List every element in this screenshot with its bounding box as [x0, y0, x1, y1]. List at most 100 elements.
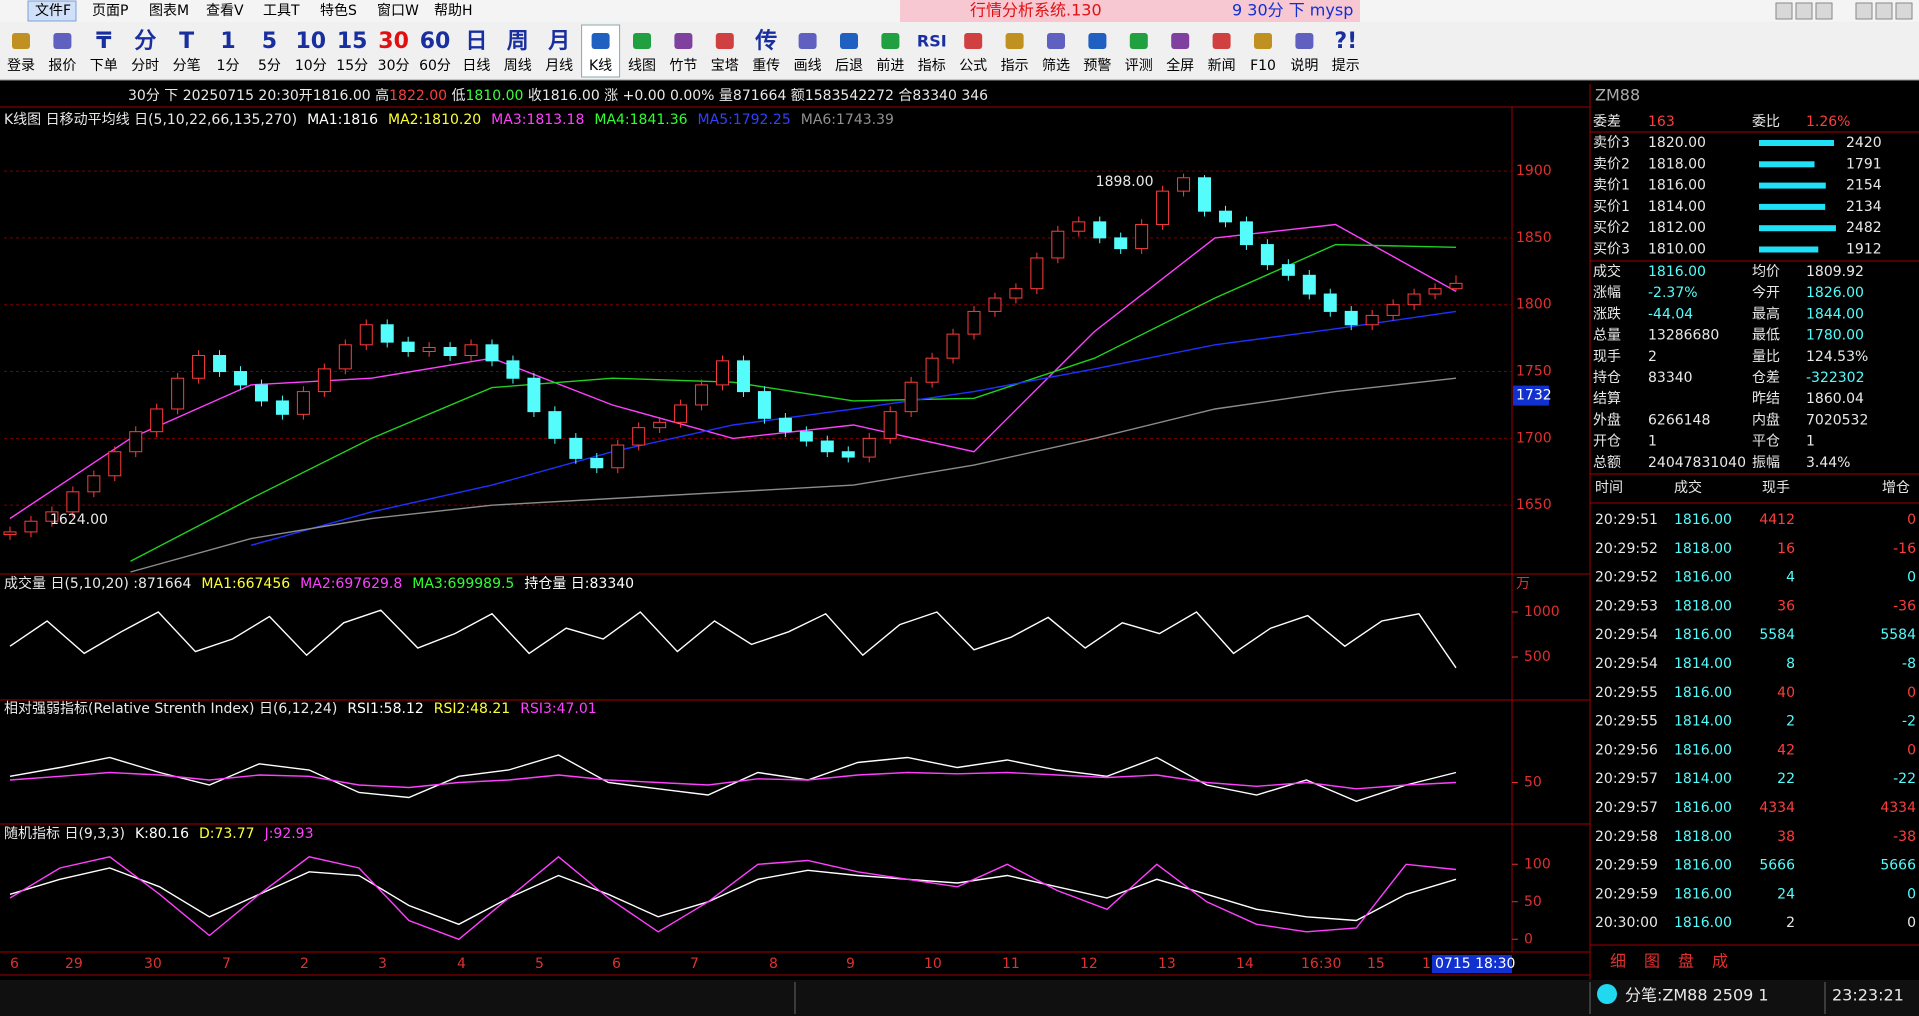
toolbar-button[interactable]: T 分笔 [173, 29, 201, 74]
window-button[interactable] [1895, 2, 1913, 20]
candle-body [632, 427, 646, 446]
toolbar-button[interactable]: 宝塔 [711, 33, 739, 74]
toolbar-icon [1295, 33, 1314, 49]
toolbar-icon [964, 33, 983, 49]
toolbar-button[interactable]: 报价 [48, 33, 76, 74]
toolbar-button[interactable]: 登录 [7, 33, 35, 74]
toolbar-label[interactable]: 公式 [959, 58, 987, 74]
toolbar-button[interactable]: 说明 [1290, 33, 1318, 74]
toolbar-label[interactable]: 后退 [835, 58, 863, 74]
toolbar-icon [1005, 33, 1024, 49]
window-button[interactable] [1815, 2, 1833, 20]
toolbar-label[interactable]: 10分 [295, 58, 327, 74]
toolbar-label[interactable]: 评测 [1125, 58, 1153, 74]
menu-item[interactable]: 页面P [92, 3, 128, 19]
window-button[interactable] [1775, 2, 1793, 20]
toolbar-button[interactable]: 周周线 [504, 29, 532, 74]
toolbar-button[interactable]: 55分 [258, 29, 281, 74]
toolbar-label[interactable]: 1分 [217, 58, 240, 74]
toolbar-label[interactable]: 月线 [545, 58, 573, 74]
toolbar-button[interactable]: 预警 [1083, 33, 1111, 74]
toolbar-button[interactable]: 后退 [835, 33, 863, 74]
stat-value: 13286680 [1648, 328, 1719, 344]
menu-item[interactable]: 图表M [149, 3, 189, 19]
toolbar-button[interactable]: 日日线 [462, 29, 490, 74]
toolbar-label[interactable]: 5分 [258, 58, 281, 74]
panel-tab[interactable]: 盘 [1678, 952, 1694, 971]
toolbar-label[interactable]: 60分 [419, 58, 451, 74]
toolbar-label[interactable]: 分时 [131, 58, 159, 74]
toolbar-label[interactable]: 提示 [1332, 58, 1360, 74]
axis-unit: 万 [1516, 576, 1530, 592]
toolbar-button[interactable]: 全屏 [1166, 33, 1194, 74]
toolbar-label[interactable]: 画线 [794, 58, 822, 74]
toolbar-button[interactable]: 11分 [217, 29, 240, 74]
window-button[interactable] [1795, 2, 1813, 20]
toolbar-label[interactable]: 下单 [90, 58, 118, 74]
toolbar-label[interactable]: F10 [1250, 58, 1276, 74]
toolbar-button[interactable]: 筛选 [1042, 33, 1070, 74]
toolbar-button[interactable]: 月月线 [545, 29, 573, 74]
menu-item[interactable]: 特色S [320, 2, 357, 19]
menu-item[interactable]: 帮助H [434, 3, 473, 19]
toolbar-button[interactable]: 评测 [1125, 33, 1153, 74]
book-volume-bar [1759, 140, 1835, 146]
panel-tab[interactable]: 成 [1712, 952, 1728, 971]
toolbar-label[interactable]: 指标 [918, 58, 946, 74]
toolbar-button[interactable]: 竹节 [669, 33, 697, 74]
stat-label: 最高 [1752, 305, 1780, 322]
panel-tab[interactable]: 细 [1610, 952, 1626, 971]
candle-body [1260, 244, 1274, 266]
toolbar-label[interactable]: 30分 [378, 58, 410, 74]
toolbar-label[interactable]: 周线 [504, 58, 532, 74]
toolbar-button[interactable]: F10 [1250, 33, 1276, 74]
window-buttons[interactable] [1775, 2, 1913, 20]
candle-body [1344, 310, 1358, 326]
toolbar-label[interactable]: 竹节 [669, 58, 697, 74]
toolbar-label[interactable]: 日线 [462, 58, 490, 74]
trade-cell: 2 [1786, 714, 1795, 730]
toolbar-label[interactable]: 指示 [1001, 58, 1029, 74]
menu-item[interactable]: 查看V [206, 3, 244, 19]
toolbar-label[interactable]: 说明 [1290, 58, 1318, 74]
toolbar-button[interactable]: 线图 [628, 33, 656, 74]
panel-tab[interactable]: 图 [1644, 952, 1660, 971]
menu-item[interactable]: 窗口W [377, 2, 419, 19]
toolbar-button[interactable]: 传重传 [752, 29, 780, 74]
toolbar-label[interactable]: 登录 [7, 58, 35, 74]
toolbar-button[interactable]: ?! 提示 [1332, 29, 1360, 74]
legend-entry: J:92.93 [264, 826, 314, 842]
toolbar-label[interactable]: 线图 [628, 58, 656, 74]
toolbar-label[interactable]: 前进 [876, 57, 904, 74]
candle-body [108, 451, 122, 477]
menu-item[interactable]: 文件F [35, 3, 71, 19]
toolbar-label[interactable]: 分笔 [173, 58, 201, 74]
toolbar-button[interactable]: K线 [581, 24, 621, 78]
toolbar-button[interactable]: 指示 [1001, 33, 1029, 74]
toolbar-label[interactable]: 新闻 [1208, 58, 1236, 74]
toolbar-label[interactable]: 预警 [1083, 58, 1111, 74]
toolbar-button[interactable]: 公式 [959, 33, 987, 74]
toolbar-label[interactable]: 报价 [48, 58, 76, 74]
trade-cell: 38 [1777, 829, 1795, 845]
toolbar-label[interactable]: 全屏 [1166, 57, 1194, 74]
window-button[interactable] [1875, 2, 1893, 20]
menu-item[interactable]: 工具T [263, 3, 300, 19]
trade-cell: 5666 [1759, 858, 1795, 874]
toolbar-label[interactable]: 宝塔 [711, 58, 739, 74]
toolbar-button[interactable]: 分分时 [131, 29, 159, 74]
toolbar-button[interactable]: RSI 指标 [917, 32, 947, 75]
toolbar-button[interactable]: ₸ 下单 [90, 29, 118, 74]
window-button[interactable] [1855, 2, 1873, 20]
toolbar-button[interactable]: 画线 [794, 33, 822, 74]
toolbar-button[interactable]: 新闻 [1208, 33, 1236, 74]
toolbar-label[interactable]: K线 [589, 58, 612, 74]
toolbar-label[interactable]: 筛选 [1042, 58, 1070, 74]
toolbar-label[interactable]: 15分 [336, 58, 368, 74]
toolbar-label[interactable]: 重传 [752, 58, 780, 74]
toolbar-button[interactable]: 前进 [876, 33, 904, 74]
